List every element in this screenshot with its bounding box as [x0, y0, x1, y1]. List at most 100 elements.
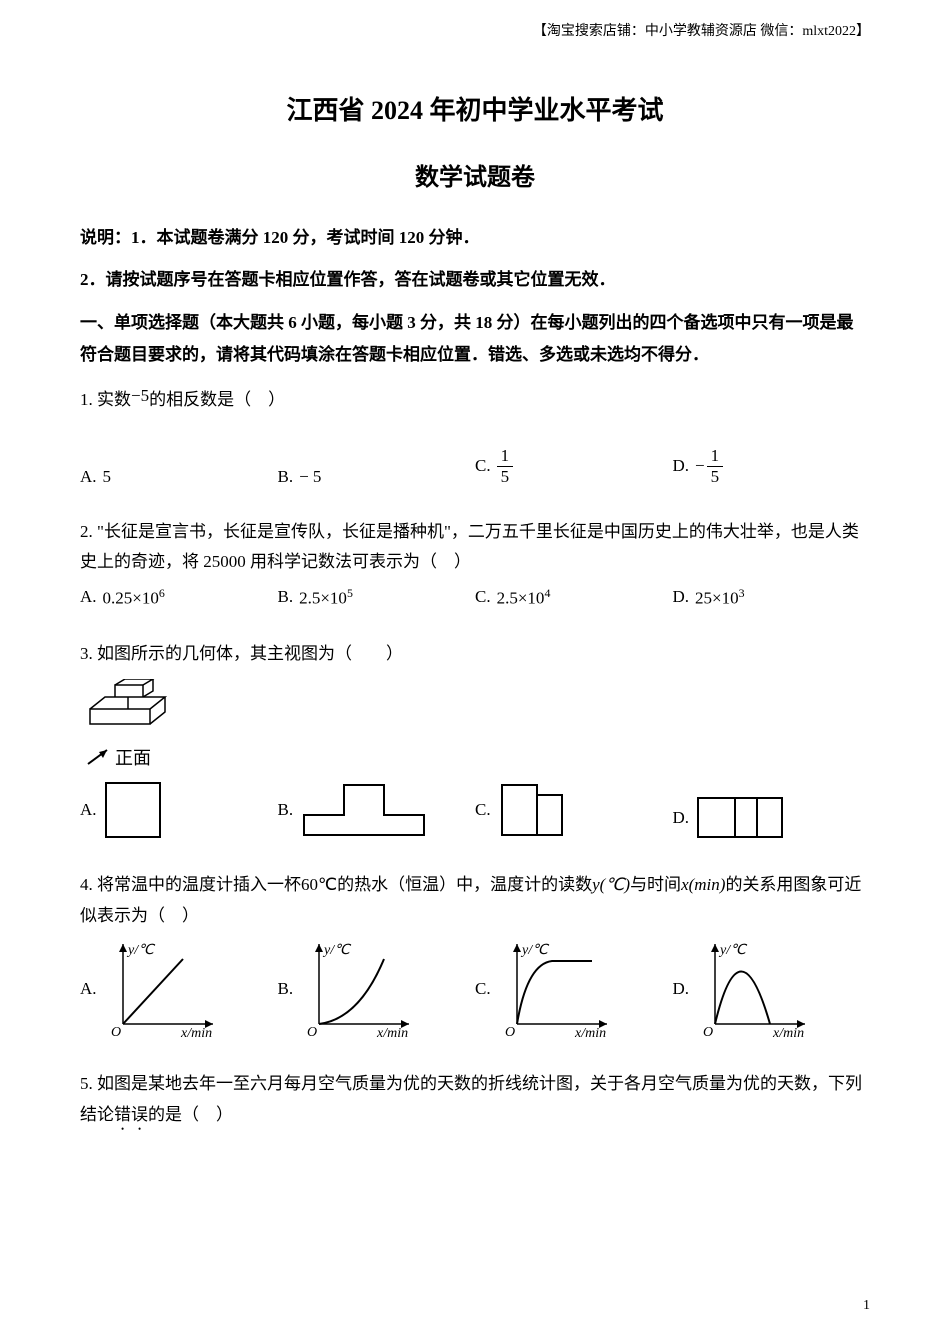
q4-C-label: C. — [475, 979, 491, 999]
q4-option-A: A. y/℃ x/min O — [80, 939, 278, 1039]
q4-B-xlabel: x/min — [376, 1026, 408, 1039]
q3-option-A: A. — [80, 780, 278, 840]
q4-p3: 与时间 — [630, 875, 681, 894]
q4-temp: 60℃ — [301, 875, 337, 894]
q1-D-fraction: − 1 5 — [695, 446, 723, 487]
section1-heading: 一、单项选择题（本大题共 6 小题，每小题 3 分，共 18 分）在每小题列出的… — [80, 307, 870, 372]
q3-stem: 3. 如图所示的几何体，其主视图为（ ） — [80, 639, 870, 670]
q2-B-exp: 5 — [347, 586, 353, 600]
subject-title: 数学试题卷 — [80, 157, 870, 192]
q2-B-base: 2.5×10 — [299, 589, 347, 608]
q1-D-label: D. — [673, 456, 690, 476]
q4-D-label: D. — [673, 979, 690, 999]
q1-value: −5 — [131, 386, 149, 405]
q2-A-label: A. — [80, 587, 97, 607]
q4-option-C: C. y/℃ x/min O — [475, 939, 673, 1039]
q4-A-ylabel: y/℃ — [126, 943, 156, 958]
q1-suffix: 的相反数是（ ） — [149, 390, 285, 409]
q4-D-xlabel: x/min — [772, 1026, 804, 1039]
q2-B-label: B. — [278, 587, 294, 607]
q3-figure: 正面 — [80, 679, 870, 770]
q3-B-shape — [299, 780, 429, 840]
q4-C-chart: y/℃ x/min O — [497, 939, 617, 1039]
q1-option-A: A. 5 — [80, 467, 278, 487]
q2-A-base: 0.25×10 — [103, 589, 159, 608]
q2-D-base: 25×10 — [695, 589, 739, 608]
q1-D-den: 5 — [707, 467, 724, 487]
q4-option-D: D. y/℃ x/min O — [673, 939, 871, 1039]
page-number: 1 — [863, 1298, 870, 1314]
q4-B-label: B. — [278, 979, 294, 999]
q4-yvar: y(℃) — [592, 875, 630, 894]
q4-D-ylabel: y/℃ — [718, 943, 748, 958]
instruction-line2: 2．请按试题序号在答题卡相应位置作答，答在试题卷或其它位置无效． — [80, 264, 870, 296]
q3-options: A. B. C. D. — [80, 780, 870, 840]
q3-option-C: C. — [475, 780, 673, 840]
q4-xvar: x(min) — [681, 875, 725, 894]
q4-A-chart: y/℃ x/min O — [103, 939, 223, 1039]
q5-p2: 错误 — [114, 1105, 148, 1124]
q4-B-origin: O — [307, 1025, 317, 1039]
q4-p2: 的热水（恒温）中，温度计的读数 — [337, 875, 592, 894]
q4-B-ylabel: y/℃ — [322, 943, 352, 958]
q1-B-label: B. — [278, 467, 294, 487]
q5-p3: 的是（ ） — [148, 1105, 233, 1124]
q3-C-label: C. — [475, 800, 491, 820]
q1-C-fraction: 1 5 — [497, 446, 514, 487]
q3-option-B: B. — [278, 780, 476, 840]
q3-front-label: 正面 — [115, 744, 151, 770]
header-note: 【淘宝搜索店铺：中小学教辅资源店 微信：mlxt2022】 — [533, 20, 870, 40]
q3-option-D: D. — [673, 795, 871, 840]
q1-D-sign: − — [695, 456, 705, 476]
q2-option-A: A. 0.25×106 — [80, 586, 278, 609]
q4-option-B: B. y/℃ x/min O — [278, 939, 476, 1039]
exam-title: 江西省 2024 年初中学业水平考试 — [80, 90, 870, 127]
q1-C-den: 5 — [497, 467, 514, 487]
q2-option-C: C. 2.5×104 — [475, 586, 673, 609]
instruction-line1: 说明：1．本试题卷满分 120 分，考试时间 120 分钟． — [80, 222, 870, 254]
q2-option-D: D. 25×103 — [673, 586, 871, 609]
q1-C-label: C. — [475, 456, 491, 476]
q3-arrow-label: 正面 — [85, 744, 870, 770]
q4-D-chart: y/℃ x/min O — [695, 939, 815, 1039]
q4-A-xlabel: x/min — [180, 1026, 212, 1039]
q3-A-shape — [103, 780, 163, 840]
q1-option-C: C. 1 5 — [475, 446, 673, 487]
q2-C-label: C. — [475, 587, 491, 607]
q3-A-label: A. — [80, 800, 97, 820]
q4-A-label: A. — [80, 979, 97, 999]
q4-D-origin: O — [703, 1025, 713, 1039]
q5-stem: 5. 如图是某地去年一至六月每月空气质量为优的天数的折线统计图，关于各月空气质量… — [80, 1069, 870, 1134]
q1-prefix: 1. 实数 — [80, 390, 131, 409]
q1-C-num: 1 — [497, 446, 514, 467]
q4-C-ylabel: y/℃ — [520, 943, 550, 958]
q3-B-label: B. — [278, 800, 294, 820]
arrow-icon — [85, 747, 115, 767]
q4-stem: 4. 将常温中的温度计插入一杯60℃的热水（恒温）中，温度计的读数y(℃)与时间… — [80, 870, 870, 931]
q4-C-origin: O — [505, 1025, 515, 1039]
q2-A-exp: 6 — [159, 586, 165, 600]
q2-stem: 2. "长征是宣言书，长征是宣传队，长征是播种机"，二万五千里长征是中国历史上的… — [80, 517, 870, 578]
q1-option-B: B. − 5 — [278, 467, 476, 487]
q4-p1: 4. 将常温中的温度计插入一杯 — [80, 875, 301, 894]
q4-A-origin: O — [111, 1025, 121, 1039]
q4-B-chart: y/℃ x/min O — [299, 939, 419, 1039]
q3-3d-icon — [80, 679, 180, 739]
q2-C-base: 2.5×10 — [497, 589, 545, 608]
q2-C-exp: 4 — [544, 586, 550, 600]
q2-D-exp: 3 — [739, 586, 745, 600]
q1-A-label: A. — [80, 467, 97, 487]
q4-options: A. y/℃ x/min O B. y/℃ x/min O C. — [80, 939, 870, 1039]
q3-D-label: D. — [673, 808, 690, 828]
q3-D-shape — [695, 795, 785, 840]
q1-stem: 1. 实数−5的相反数是（ ） — [80, 381, 870, 416]
q1-option-D: D. − 1 5 — [673, 446, 871, 487]
q1-A-value: 5 — [103, 467, 112, 487]
q2-option-B: B. 2.5×105 — [278, 586, 476, 609]
q1-options: A. 5 B. − 5 C. 1 5 D. − 1 5 — [80, 446, 870, 487]
q2-options: A. 0.25×106 B. 2.5×105 C. 2.5×104 D. 25×… — [80, 586, 870, 609]
q1-B-value: − 5 — [299, 467, 321, 487]
q1-D-num: 1 — [707, 446, 724, 467]
q3-C-shape — [497, 780, 567, 840]
q4-C-xlabel: x/min — [574, 1026, 606, 1039]
